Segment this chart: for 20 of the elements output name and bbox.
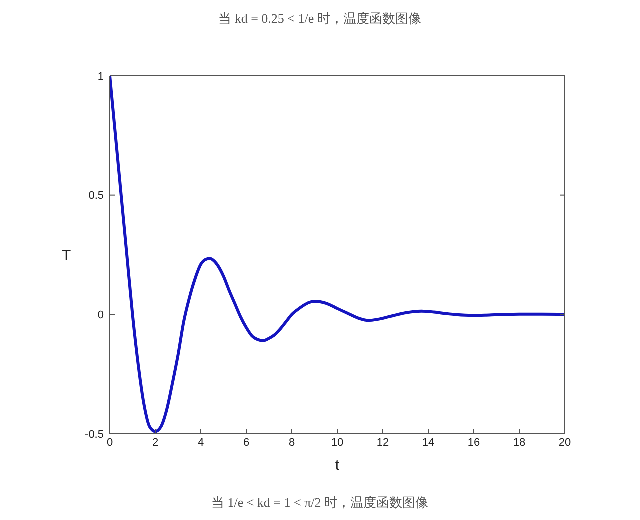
y-tick-label: 0.5: [88, 190, 104, 202]
x-tick-label: 12: [376, 436, 390, 449]
x-tick-label: 14: [422, 436, 435, 449]
x-tick-label: 20: [558, 436, 572, 449]
x-axis-title: t: [335, 457, 340, 474]
line-series: [110, 76, 565, 434]
x-tick-label: 18: [513, 436, 526, 449]
y-tick-label: 1: [98, 70, 104, 83]
x-tick-label: 2: [152, 436, 159, 449]
x-tick-label: 4: [198, 436, 204, 449]
x-tick-label: 16: [468, 436, 480, 449]
y-tick-label: 0: [98, 310, 104, 322]
y-axis-title: T: [62, 247, 72, 264]
chart-title: 当 kd = 0.25 < 1/e 时，温度函数图像: [218, 10, 422, 28]
y-tick-label: -0.5: [85, 428, 104, 441]
x-tick-label: 8: [288, 436, 296, 449]
x-tick-label: 10: [331, 436, 344, 449]
text: 当 1/e < kd = 1 < π/2 时，温度函数图像: [210, 494, 430, 512]
x-tick-label: 6: [243, 436, 250, 449]
x-tick-label: 0: [106, 436, 114, 449]
